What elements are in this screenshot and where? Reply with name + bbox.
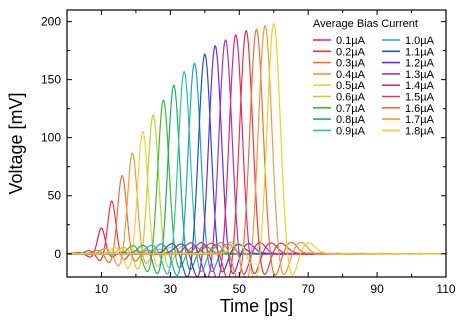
- legend-label: 1.3µA: [405, 69, 435, 81]
- x-tick-label: 90: [370, 282, 384, 296]
- legend-label: 0.4µA: [336, 69, 366, 81]
- legend-title: Average Bias Current: [313, 18, 418, 30]
- legend-label: 1.2µA: [405, 58, 435, 70]
- axes: 10 30 50 70 90 110 0 50 100 150 200: [41, 9, 456, 296]
- y-axis-title: Voltage [mV]: [6, 92, 26, 194]
- legend-label: 0.8µA: [336, 114, 366, 126]
- legend-label: 0.3µA: [336, 58, 366, 70]
- y-tick-label: 100: [41, 131, 61, 145]
- plot-area: [67, 22, 446, 277]
- x-tick-label: 110: [436, 282, 455, 296]
- legend-label: 1.8µA: [405, 125, 435, 137]
- legend-label: 1.5µA: [405, 92, 435, 104]
- x-tick-label: 50: [233, 282, 247, 296]
- y-tick-label: 0: [54, 247, 61, 261]
- legend-label: 1.7µA: [405, 114, 435, 126]
- legend-label: 1.6µA: [405, 103, 435, 115]
- x-tick-label: 70: [302, 282, 316, 296]
- legend-label: 0.2µA: [336, 46, 366, 58]
- x-axis-title: Time [ps]: [220, 296, 293, 316]
- legend-label: 1.0µA: [405, 35, 435, 47]
- plot-frame: [66, 9, 447, 278]
- y-tick-label: 200: [41, 15, 61, 29]
- y-tick-label: 150: [41, 73, 61, 87]
- legend-label: 1.1µA: [405, 46, 435, 58]
- y-tick-label: 50: [48, 189, 62, 203]
- legend-label: 0.5µA: [336, 80, 366, 92]
- legend-label: 0.6µA: [336, 92, 366, 104]
- legend-label: 0.1µA: [336, 35, 366, 47]
- x-tick-label: 30: [164, 282, 178, 296]
- legend-label: 0.9µA: [336, 125, 366, 137]
- legend-label: 1.4µA: [405, 80, 435, 92]
- legend: Average Bias Current 0.1µA0.2µA0.3µA0.4µ…: [313, 18, 435, 137]
- x-tick-label: 10: [95, 282, 109, 296]
- series-line: [67, 22, 446, 277]
- legend-label: 0.7µA: [336, 103, 366, 115]
